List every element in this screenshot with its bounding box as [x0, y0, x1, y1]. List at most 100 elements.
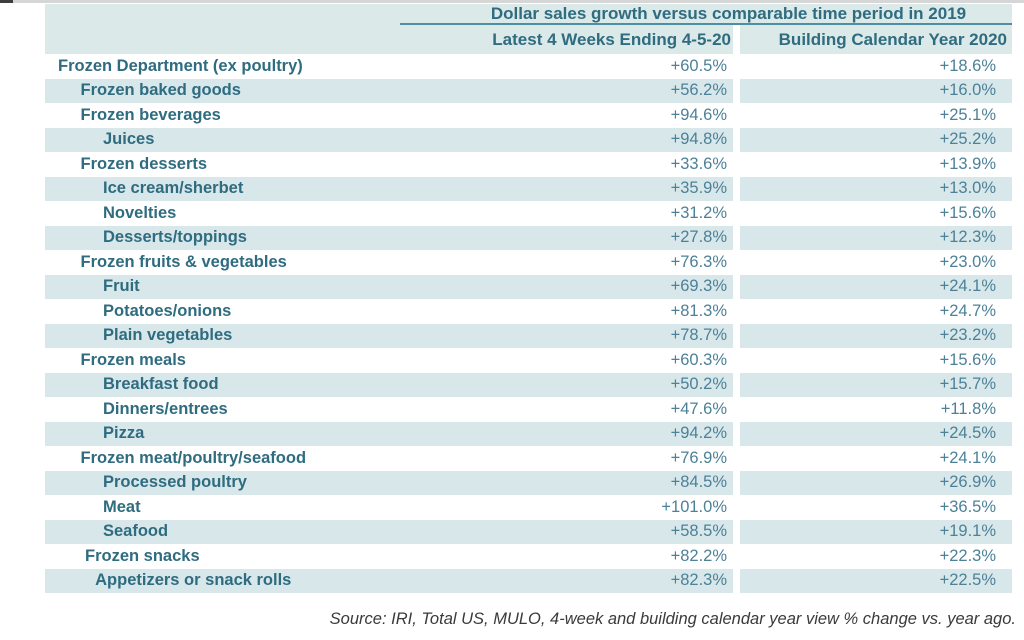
row-right-cell: +11.8% — [740, 397, 1012, 422]
column-header-row: Latest 4 Weeks Ending 4-5-20 Building Ca… — [45, 25, 1012, 54]
value-latest-4-weeks: +69.3% — [670, 277, 727, 296]
row-label: Dinners/entrees — [103, 399, 228, 418]
row-right-cell: +15.6% — [740, 201, 1012, 226]
row-label: Frozen beverages — [80, 105, 221, 124]
value-latest-4-weeks: +81.3% — [670, 301, 727, 320]
table-row: Ice cream/sherbet +35.9% +13.0% — [45, 176, 1012, 201]
row-right-cell: +23.0% — [740, 250, 1012, 275]
table-row: Potatoes/onions +81.3% +24.7% — [45, 299, 1012, 324]
row-label: Juices — [103, 130, 155, 149]
value-latest-4-weeks: +35.9% — [670, 179, 727, 198]
row-left-cell: Fruit +69.3% — [45, 274, 733, 299]
row-label: Frozen Department (ex poultry) — [58, 56, 303, 75]
row-left-cell: Ice cream/sherbet +35.9% — [45, 176, 733, 201]
table-row: Frozen baked goods +56.2% +16.0% — [45, 78, 1012, 103]
row-right-cell: +18.6% — [740, 54, 1012, 79]
row-left-cell: Frozen meat/poultry/seafood +76.9% — [45, 446, 733, 471]
value-building-calendar-year: +15.7% — [939, 375, 996, 394]
column-header-latest-4-weeks: Latest 4 Weeks Ending 4-5-20 — [492, 29, 731, 49]
row-right-cell: +15.6% — [740, 348, 1012, 373]
value-latest-4-weeks: +33.6% — [670, 154, 727, 173]
column-gap — [733, 446, 740, 471]
row-right-cell: +12.3% — [740, 225, 1012, 250]
value-latest-4-weeks: +76.3% — [670, 252, 727, 271]
value-latest-4-weeks: +78.7% — [670, 326, 727, 345]
value-latest-4-weeks: +31.2% — [670, 203, 727, 222]
column-gap — [733, 544, 740, 569]
row-right-cell: +16.0% — [740, 78, 1012, 103]
row-label: Breakfast food — [103, 375, 219, 394]
row-left-cell: Desserts/toppings +27.8% — [45, 225, 733, 250]
value-latest-4-weeks: +101.0% — [661, 497, 727, 516]
row-left-cell: Frozen snacks +82.2% — [45, 544, 733, 569]
row-right-cell: +13.0% — [740, 176, 1012, 201]
table-row: Meat +101.0% +36.5% — [45, 495, 1012, 520]
column-gap — [733, 421, 740, 446]
row-label: Frozen baked goods — [80, 81, 241, 100]
value-latest-4-weeks: +27.8% — [670, 228, 727, 247]
table-row: Desserts/toppings +27.8% +12.3% — [45, 225, 1012, 250]
row-left-cell: Processed poultry +84.5% — [45, 470, 733, 495]
table-row: Dinners/entrees +47.6% +11.8% — [45, 397, 1012, 422]
value-building-calendar-year: +24.5% — [939, 424, 996, 443]
row-left-cell: Dinners/entrees +47.6% — [45, 397, 733, 422]
table-row: Breakfast food +50.2% +15.7% — [45, 372, 1012, 397]
row-right-cell: +25.1% — [740, 103, 1012, 128]
row-label: Frozen meat/poultry/seafood — [80, 448, 307, 467]
value-building-calendar-year: +25.2% — [939, 130, 996, 149]
column-gap — [733, 176, 740, 201]
column-gap — [733, 54, 740, 79]
row-right-cell: +19.1% — [740, 519, 1012, 544]
row-left-cell: Novelties +31.2% — [45, 201, 733, 226]
table-row: Frozen meat/poultry/seafood +76.9% +24.1% — [45, 446, 1012, 471]
row-label: Appetizers or snack rolls — [95, 571, 292, 590]
table-row: Novelties +31.2% +15.6% — [45, 201, 1012, 226]
value-building-calendar-year: +24.7% — [939, 301, 996, 320]
table-row: Processed poultry +84.5% +26.9% — [45, 470, 1012, 495]
value-building-calendar-year: +24.1% — [939, 277, 996, 296]
column-gap — [733, 397, 740, 422]
row-left-cell: Breakfast food +50.2% — [45, 372, 733, 397]
column-gap — [733, 127, 740, 152]
column-gap — [733, 495, 740, 520]
row-right-cell: +24.1% — [740, 446, 1012, 471]
table-header: Dollar sales growth versus comparable ti… — [45, 4, 1012, 54]
row-left-cell: Potatoes/onions +81.3% — [45, 299, 733, 324]
table-row: Frozen fruits & vegetables +76.3% +23.0% — [45, 250, 1012, 275]
row-label: Desserts/toppings — [103, 228, 247, 247]
value-latest-4-weeks: +56.2% — [670, 81, 727, 100]
table-row: Fruit +69.3% +24.1% — [45, 274, 1012, 299]
column-gap — [733, 470, 740, 495]
row-label: Potatoes/onions — [103, 301, 232, 320]
value-latest-4-weeks: +76.9% — [670, 448, 727, 467]
column-gap — [733, 323, 740, 348]
value-building-calendar-year: +13.9% — [939, 154, 996, 173]
column-gap — [733, 201, 740, 226]
value-latest-4-weeks: +60.5% — [670, 56, 727, 75]
row-right-cell: +36.5% — [740, 495, 1012, 520]
row-label: Pizza — [103, 424, 145, 443]
row-label: Frozen snacks — [85, 546, 200, 565]
column-gap — [733, 372, 740, 397]
table-row: Frozen beverages +94.6% +25.1% — [45, 103, 1012, 128]
row-left-cell: Meat +101.0% — [45, 495, 733, 520]
column-gap — [733, 78, 740, 103]
value-latest-4-weeks: +50.2% — [670, 375, 727, 394]
table-row: Frozen Department (ex poultry) +60.5% +18.… — [45, 54, 1012, 79]
row-left-cell: Frozen desserts +33.6% — [45, 152, 733, 177]
column-gap — [733, 348, 740, 373]
row-right-cell: +22.3% — [740, 544, 1012, 569]
row-label: Meat — [103, 497, 141, 516]
frozen-sales-growth-table: Dollar sales growth versus comparable ti… — [45, 4, 1012, 593]
value-building-calendar-year: +23.0% — [939, 252, 996, 271]
table-row: Frozen meals +60.3% +15.6% — [45, 348, 1012, 373]
header-divider-line — [400, 23, 1012, 25]
row-left-cell: Pizza +94.2% — [45, 421, 733, 446]
table-row: Pizza +94.2% +24.5% — [45, 421, 1012, 446]
row-label: Seafood — [103, 522, 169, 541]
column-gap — [733, 225, 740, 250]
value-building-calendar-year: +15.6% — [939, 350, 996, 369]
value-latest-4-weeks: +82.2% — [670, 546, 727, 565]
window-top-edge-dark-segment — [0, 0, 13, 3]
